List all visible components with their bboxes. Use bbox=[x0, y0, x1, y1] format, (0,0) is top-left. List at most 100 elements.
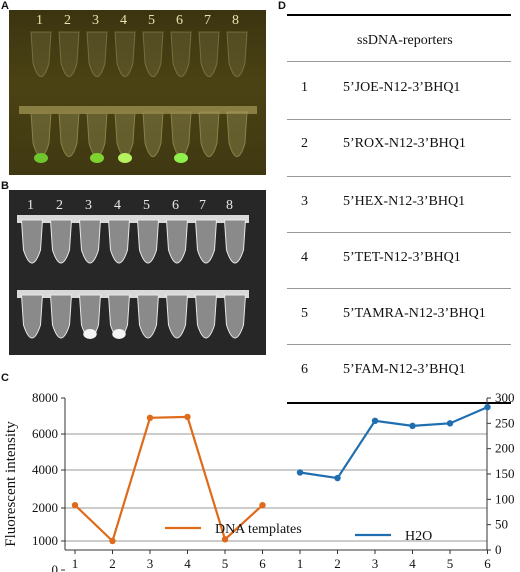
tube-icon bbox=[30, 111, 52, 158]
y-right-tick-label: 200 bbox=[495, 441, 515, 456]
x-tick-label: 1 bbox=[297, 556, 304, 571]
data-point bbox=[259, 501, 266, 509]
tube-photo-a: 1 2 3 4 5 6 7 8 bbox=[9, 10, 266, 175]
x-tick-label: 5 bbox=[222, 556, 229, 571]
chart-ticks: 0 1000 2000 4000 6000 8000 0 50 100 150 200 250 300 1… bbox=[32, 390, 515, 572]
data-point bbox=[146, 414, 154, 421]
lane-number: 4 bbox=[120, 13, 127, 28]
tube-rows-b bbox=[17, 215, 249, 339]
chart-legend: DNA templates H2O bbox=[165, 522, 432, 544]
tube-rack-strip bbox=[19, 106, 257, 114]
table-divider bbox=[287, 176, 511, 177]
tube-photo-b: 1 2 3 4 5 6 7 8 bbox=[9, 190, 266, 355]
table-row-reporter: 5’TET-N12-3’BHQ1 bbox=[343, 250, 461, 265]
tube-icon bbox=[58, 31, 80, 78]
table-row-index: 1 bbox=[301, 80, 308, 95]
panel-label-a: A bbox=[1, 0, 9, 12]
tube-icon bbox=[223, 219, 247, 264]
chart-series bbox=[71, 403, 491, 545]
y-left-tick-label: 6000 bbox=[32, 426, 58, 441]
tube-icon bbox=[170, 111, 192, 158]
legend-label: DNA templates bbox=[215, 522, 302, 537]
series-line bbox=[74, 415, 264, 544]
fluorescence-spot bbox=[118, 153, 132, 163]
panel-label-d: D bbox=[278, 0, 286, 12]
x-tick-label: 3 bbox=[147, 556, 154, 571]
x-tick-label: 3 bbox=[372, 556, 379, 571]
y-right-tick-label: 150 bbox=[495, 466, 515, 481]
data-point bbox=[184, 413, 191, 421]
x-tick-label: 2 bbox=[109, 556, 116, 571]
x-tick-label: 1 bbox=[72, 556, 79, 571]
table-row-index: 3 bbox=[301, 194, 308, 209]
data-point bbox=[446, 420, 454, 427]
tube-icon bbox=[114, 111, 136, 158]
tube-rack-strip bbox=[19, 106, 257, 114]
tube-icon bbox=[223, 294, 247, 339]
x-tick-label: 5 bbox=[447, 556, 454, 571]
lane-number: 7 bbox=[199, 198, 206, 213]
tube-icon bbox=[86, 31, 108, 78]
table-row-index: 4 bbox=[301, 250, 308, 265]
y-right-tick-label: 50 bbox=[495, 517, 508, 532]
table-divider bbox=[287, 344, 511, 345]
tube-icon bbox=[20, 219, 44, 264]
table-divider bbox=[287, 232, 511, 233]
lane-number: 5 bbox=[148, 13, 155, 28]
data-point bbox=[109, 537, 116, 545]
lane-number: 1 bbox=[27, 198, 34, 213]
tube-icon bbox=[165, 294, 189, 339]
y-left-tick-label: 8000 bbox=[32, 390, 58, 405]
tube-rack-strip bbox=[19, 106, 257, 114]
y-axis-label: Fluorescent intensity bbox=[3, 421, 19, 547]
data-point bbox=[371, 417, 379, 424]
tube-rack-strip bbox=[19, 106, 257, 114]
lane-number: 3 bbox=[85, 198, 92, 213]
data-point bbox=[221, 536, 229, 543]
tube-icon bbox=[198, 111, 220, 158]
tube-icon bbox=[20, 294, 44, 339]
tube-icon bbox=[49, 219, 73, 264]
y-right-tick-label: 0 bbox=[495, 542, 502, 557]
tube-rack-strip bbox=[19, 106, 257, 114]
data-point bbox=[296, 469, 304, 476]
table-row-reporter: 5’TAMRA-N12-3’BHQ1 bbox=[343, 306, 486, 321]
y-left-tick-label: 2000 bbox=[32, 500, 58, 515]
tube-rack-strip bbox=[17, 290, 249, 298]
table-divider bbox=[287, 119, 511, 120]
tube-icon bbox=[142, 111, 164, 158]
lane-number: 2 bbox=[64, 13, 71, 28]
tube-icon bbox=[107, 219, 131, 264]
tube-rack-strip bbox=[19, 106, 257, 114]
tube-icon bbox=[136, 294, 160, 339]
table-bottom-rule bbox=[287, 402, 511, 404]
x-tick-label: 4 bbox=[409, 556, 416, 571]
tube-icon bbox=[198, 31, 220, 78]
lane-number: 8 bbox=[226, 198, 233, 213]
table-divider bbox=[287, 288, 511, 289]
lane-number: 6 bbox=[176, 13, 183, 28]
y-right-tick-label: 100 bbox=[495, 491, 515, 506]
tube-rows-a bbox=[19, 31, 257, 163]
table-row-reporter: 5’JOE-N12-3’BHQ1 bbox=[343, 80, 461, 95]
x-tick-label: 4 bbox=[184, 556, 191, 571]
tube-rack-strip bbox=[17, 215, 249, 223]
tube-icon bbox=[136, 219, 160, 264]
y-left-tick-label: 0 bbox=[52, 562, 59, 572]
table-row-index: 6 bbox=[301, 362, 308, 377]
lane-number: 8 bbox=[232, 13, 239, 28]
y-left-tick-label: 4000 bbox=[32, 462, 58, 477]
x-tick-label: 6 bbox=[484, 556, 491, 571]
tube-icon bbox=[78, 219, 102, 264]
legend-label: H2O bbox=[405, 529, 432, 544]
table-divider bbox=[287, 61, 511, 62]
panel-label-c: C bbox=[1, 372, 9, 384]
lane-number: 1 bbox=[36, 13, 43, 28]
tube-icon bbox=[30, 31, 52, 78]
lane-number: 3 bbox=[92, 13, 99, 28]
data-point bbox=[484, 403, 491, 411]
fluorescence-spot bbox=[83, 329, 97, 339]
table-row-index: 5 bbox=[301, 306, 308, 321]
x-tick-label: 6 bbox=[259, 556, 266, 571]
tube-icon bbox=[226, 111, 248, 158]
